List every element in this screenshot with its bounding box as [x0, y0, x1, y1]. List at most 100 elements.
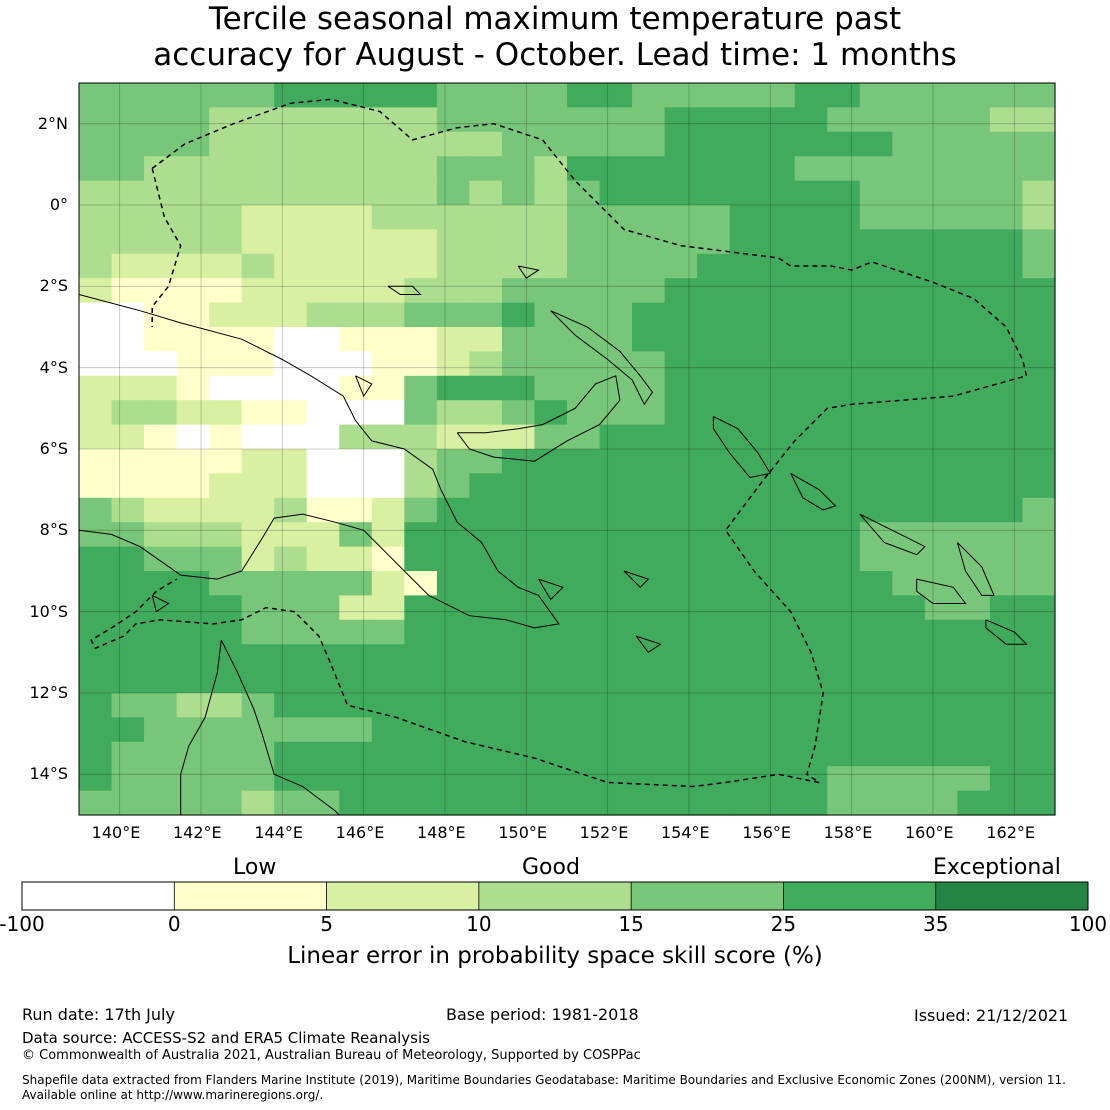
- grid-cell: [794, 156, 828, 182]
- grid-cell: [436, 351, 470, 377]
- grid-cell: [339, 571, 373, 596]
- grid-cell: [274, 327, 308, 352]
- grid-cell: [501, 522, 536, 548]
- grid-cell: [924, 424, 958, 450]
- grid-cell: [1022, 253, 1056, 279]
- grid-cell: [209, 107, 243, 133]
- grid-cell: [892, 693, 926, 718]
- grid-cell: [794, 424, 828, 450]
- grid-cell: [957, 253, 991, 279]
- grid-cell: [924, 497, 958, 523]
- grid-cell: [371, 131, 405, 157]
- grid-cell: [957, 619, 991, 645]
- grid-cell: [599, 424, 633, 450]
- grid-cell: [892, 766, 926, 792]
- grid-cell: [632, 131, 666, 157]
- grid-cell: [501, 156, 536, 182]
- grid-cell: [567, 571, 601, 596]
- grid-cell: [241, 302, 275, 328]
- grid-cell: [209, 327, 243, 352]
- grid-cell: [339, 83, 373, 108]
- grid-cell: [404, 522, 438, 548]
- coastline-segment: [916, 578, 967, 604]
- grid-cell: [729, 595, 763, 621]
- grid-cell: [79, 205, 113, 230]
- grid-cell: [501, 180, 536, 206]
- grid-cell: [79, 668, 113, 694]
- grid-cell: [599, 83, 633, 108]
- grid-cell: [989, 668, 1024, 694]
- grid-cell: [436, 571, 470, 596]
- grid-cell: [436, 766, 470, 792]
- grid-cell: [794, 400, 828, 426]
- grid-cell: [469, 668, 503, 694]
- grid-cell: [371, 522, 405, 548]
- grid-cell: [794, 107, 828, 133]
- grid-cell: [144, 278, 178, 304]
- grid-cell: [892, 497, 926, 523]
- longitude-label: 146°E: [335, 823, 385, 842]
- grid-cell: [664, 327, 698, 352]
- grid-cell: [989, 766, 1024, 792]
- grid-cell: [241, 497, 275, 523]
- grid-cell: [794, 546, 828, 572]
- grid-cell: [274, 619, 308, 645]
- grid-cell: [599, 278, 633, 304]
- grid-cell: [339, 424, 373, 450]
- grid-cell: [534, 522, 568, 548]
- grid-cell: [79, 449, 113, 474]
- grid-cell: [859, 156, 893, 182]
- grid-cell: [859, 449, 893, 474]
- grid-cell: [957, 375, 991, 401]
- grid-cell: [957, 766, 991, 792]
- grid-cell: [924, 156, 958, 182]
- grid-cell: [209, 741, 243, 767]
- grid-cell: [664, 205, 698, 230]
- grid-cell: [599, 546, 633, 572]
- grid-cell: [371, 327, 405, 352]
- grid-cell: [729, 278, 763, 304]
- grid-cell: [144, 83, 178, 108]
- grid-cell: [697, 180, 731, 206]
- grid-cell: [762, 790, 796, 816]
- colorbar-segment: [22, 882, 175, 910]
- longitude-label: 148°E: [417, 823, 466, 842]
- grid-cell: [924, 522, 958, 548]
- grid-cell: [404, 668, 438, 694]
- grid-cell: [436, 302, 470, 328]
- grid-cell: [111, 302, 145, 328]
- grid-cell: [697, 375, 731, 401]
- grid-cell: [762, 375, 796, 401]
- grid-cell: [274, 497, 308, 523]
- grid-cell: [859, 107, 893, 133]
- grid-cell: [339, 107, 373, 133]
- grid-cell: [436, 693, 470, 718]
- grid-cell: [144, 180, 178, 206]
- grid-cell: [567, 644, 601, 670]
- grid-cell: [306, 644, 340, 670]
- grid-cell: [534, 741, 568, 767]
- grid-cell: [501, 351, 536, 377]
- grid-cell: [924, 741, 958, 767]
- grid-cell: [567, 449, 601, 474]
- grid-cell: [79, 741, 113, 767]
- grid-cell: [567, 107, 601, 133]
- grid-cell: [729, 83, 763, 108]
- colorbar-segment: [631, 882, 784, 910]
- grid-cell: [599, 693, 633, 718]
- grid-cell: [111, 497, 145, 523]
- grid-cell: [404, 327, 438, 352]
- grid-cell: [371, 83, 405, 108]
- grid-cell: [79, 473, 113, 499]
- grid-cell: [599, 131, 633, 157]
- grid-cell: [274, 693, 308, 718]
- grid-cell: [404, 693, 438, 718]
- grid-cell: [697, 595, 731, 621]
- grid-cell: [827, 131, 861, 157]
- grid-cell: [209, 253, 243, 279]
- grid-cell: [892, 619, 926, 645]
- grid-cell: [436, 644, 470, 670]
- grid-cell: [469, 351, 503, 377]
- grid-cell: [501, 693, 536, 718]
- grid-cell: [501, 497, 536, 523]
